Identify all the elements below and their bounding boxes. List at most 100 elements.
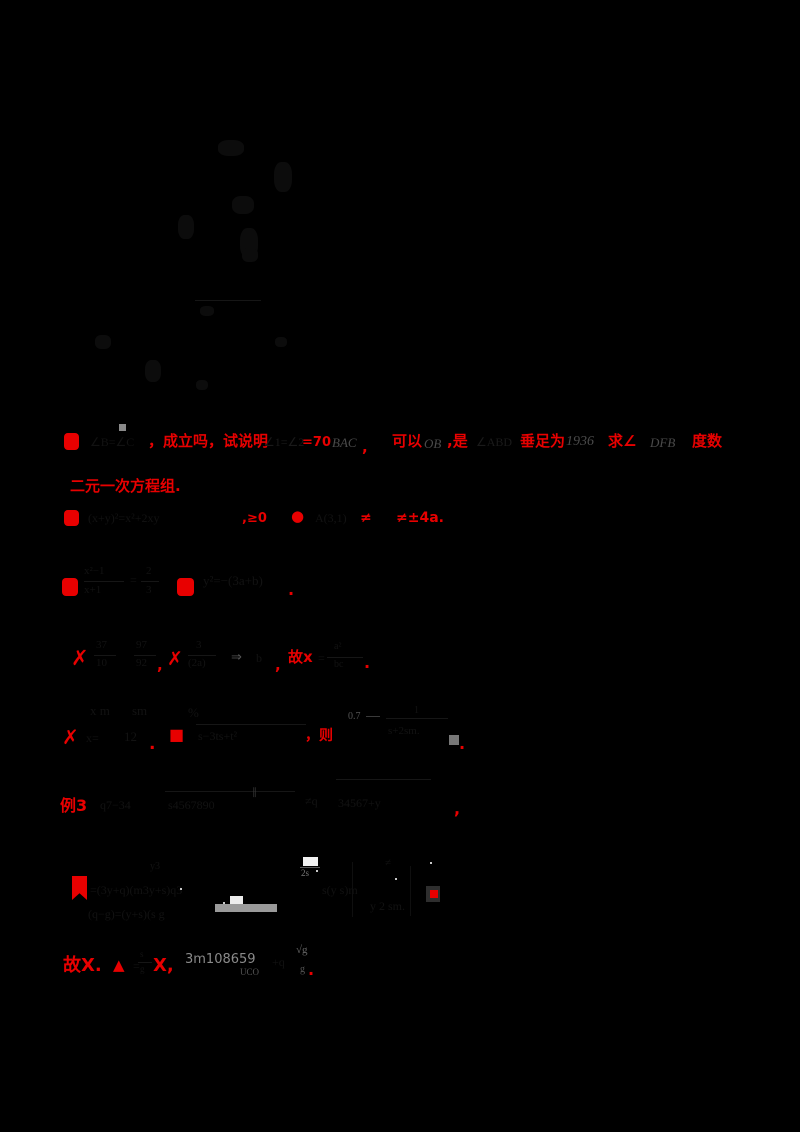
gray-dash <box>366 716 380 717</box>
red-annotation: 可以 <box>392 432 423 450</box>
red-triangle-mark: ▲ <box>113 956 125 974</box>
faint-math: 92 <box>136 657 147 669</box>
faint-math: s−3ts+t² <box>198 729 238 743</box>
faint-math: bc <box>334 659 344 670</box>
red-annotation: 垂足为 <box>520 432 566 450</box>
faint-figure-line <box>195 300 261 301</box>
faint-math: q7−34 <box>100 798 131 812</box>
gray-label: 0.7 <box>348 711 361 722</box>
faint-figure-smudge <box>196 380 208 390</box>
faint-math: x= <box>86 731 99 745</box>
faint-math: s4567890 <box>168 798 215 812</box>
faint-math: g <box>140 964 145 974</box>
red-annotation: ，成立吗，试说明 <box>148 432 269 450</box>
red-square-mark: ■ <box>169 725 185 744</box>
faint-math: ∠1=∠2 <box>264 435 305 449</box>
red-period: . <box>149 734 156 754</box>
red-period: . <box>364 653 371 672</box>
faint-math: % <box>188 705 199 720</box>
red-circle-mark: ● <box>291 507 305 525</box>
red-period: . <box>459 734 466 753</box>
red-annotation: 故x <box>288 648 313 666</box>
red-annotation: 例3 <box>60 796 88 815</box>
faint-stroke <box>410 866 411 916</box>
faint-figure-smudge <box>145 360 161 382</box>
fraction-bar <box>141 581 159 582</box>
faint-math: 34567+y <box>338 796 381 810</box>
red-annotation: 求∠ <box>608 432 637 450</box>
faint-math: s+2sm. <box>388 725 420 737</box>
faint-math: 37 <box>96 639 107 651</box>
red-annotation: ≠ <box>360 510 372 526</box>
gray-text: g <box>300 964 305 975</box>
section-heading: 二元一次方程组. <box>70 477 181 495</box>
faint-math: 3 <box>196 639 202 651</box>
red-x-mark: ✗ <box>62 725 79 749</box>
noise-dot <box>223 902 225 904</box>
circled-number-mark: ⑤ <box>62 578 78 596</box>
red-flag-mark <box>72 876 87 900</box>
faint-math: x+1 <box>84 584 102 596</box>
overline-bar <box>386 718 448 719</box>
gray-text: 3m108659 <box>185 952 256 967</box>
faint-math: (q−g)=(y+s)(s g <box>88 907 165 921</box>
gray-denominator: 2s <box>301 868 310 878</box>
gray-text-sub: UCO <box>240 967 260 977</box>
faint-math: a² <box>334 641 342 652</box>
gray-label: 1936 <box>566 434 594 449</box>
overline-bar <box>196 724 306 725</box>
red-comma: , <box>362 438 368 456</box>
red-comma: , <box>157 656 163 674</box>
faint-math: s(y s)m <box>322 883 358 897</box>
fraction-bar <box>188 655 216 656</box>
faint-math: s <box>140 949 144 959</box>
faint-figure-smudge <box>275 337 287 347</box>
faint-stroke <box>352 862 353 917</box>
white-box <box>230 896 243 905</box>
gray-superscript-mark <box>119 424 126 431</box>
overline-bar <box>336 779 431 780</box>
faint-math: ∠ABD <box>476 435 513 449</box>
faint-figure-smudge <box>242 248 258 262</box>
faint-math: 10 <box>96 657 107 669</box>
red-annotation: ，则 <box>305 728 333 744</box>
faint-figure-smudge <box>218 140 244 156</box>
fraction-bar <box>138 962 152 963</box>
gray-arrow: ⇒ <box>231 649 242 664</box>
gray-mark: ∥ <box>252 787 257 798</box>
gray-label: BAC <box>332 435 357 450</box>
faint-math: ∠B=∠C <box>90 435 135 449</box>
faint-math: (x+y)²=x²+2xy <box>88 511 160 525</box>
red-comma: , <box>454 799 461 818</box>
gray-label: DFB <box>650 435 676 450</box>
faint-math: y3 <box>150 861 160 872</box>
white-box <box>303 857 318 866</box>
gray-label: OB <box>424 436 442 451</box>
fraction-bar <box>94 655 116 656</box>
faint-figure-smudge <box>274 162 292 192</box>
red-annotation: =70 <box>302 435 331 450</box>
red-x-mark: ✗ <box>167 648 183 670</box>
gray-radical: √g <box>296 944 308 956</box>
fraction-bar <box>84 581 124 582</box>
red-comma: , <box>275 656 281 674</box>
red-x-mark: ✗ <box>71 646 89 670</box>
noise-dot <box>316 870 318 872</box>
faint-math: y²=−(3a+b) <box>203 573 263 588</box>
faint-math: b <box>256 651 262 665</box>
faint-math: (2a) <box>188 657 206 669</box>
faint-math: A(3,1) <box>315 511 347 525</box>
red-square-mark <box>430 890 438 898</box>
red-period: . <box>308 960 315 979</box>
red-annotation: 度数 <box>692 432 723 450</box>
red-annotation: X, <box>153 955 174 976</box>
faint-math: x m <box>90 703 110 718</box>
faint-math: 12 <box>124 729 137 744</box>
faint-figure-smudge <box>232 196 254 214</box>
fraction-bar <box>300 867 320 868</box>
noise-dot <box>395 878 397 880</box>
red-annotation: ,≥0 <box>242 511 267 526</box>
faint-math: = <box>318 651 325 665</box>
faint-math: 3 <box>146 584 152 596</box>
